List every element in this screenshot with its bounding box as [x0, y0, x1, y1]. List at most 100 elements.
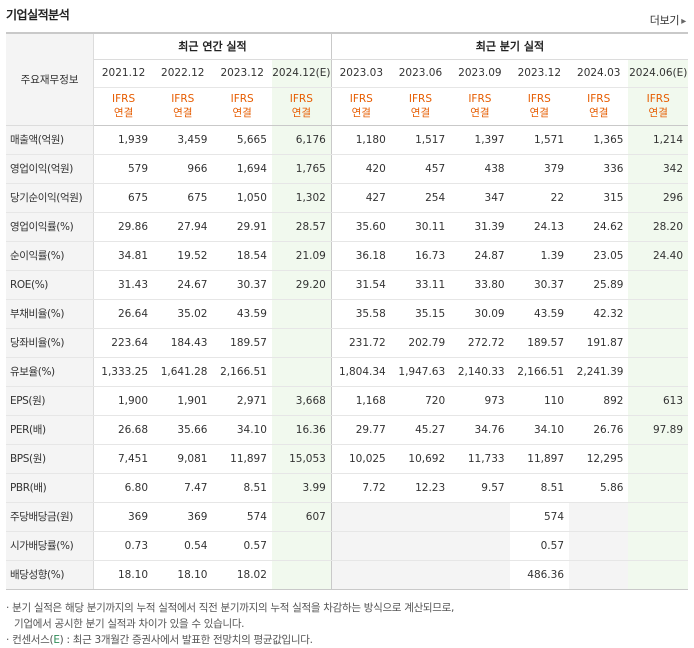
period-header-row: 2021.12 2022.12 2023.12 2024.12(E) 2023.03 20…: [6, 59, 688, 88]
cell-quarter-4: 24.62: [569, 211, 629, 242]
chevron-right-icon: ▸: [681, 16, 686, 27]
cell-quarter-1: [390, 531, 451, 561]
period-header-quarter-0: 2023.03: [330, 59, 391, 88]
cell-annual-2: 574: [212, 501, 272, 532]
cell-quarter-2: 1,397: [450, 125, 510, 155]
row-label: 시가배당률(%): [6, 531, 95, 561]
cell-quarter-3: 24.13: [509, 211, 570, 242]
cell-quarter-0: 35.60: [330, 211, 391, 242]
table-row: 부채비율(%) 26.64 35.02 43.59 35.58 35.15 30.09 43.…: [6, 299, 688, 329]
cell-annual-1: 7.47: [153, 473, 213, 503]
cell-quarter-2: 438: [450, 154, 510, 184]
table-row: 영업이익률(%) 29.86 27.94 29.91 28.57 35.60 30.11 31…: [6, 211, 688, 242]
table-row: 순이익률(%) 34.81 19.52 18.54 21.09 36.18 16.73 24.…: [6, 241, 688, 271]
cell-quarter-4: 191.87: [569, 328, 629, 358]
period-header-quarter-1: 2023.06: [390, 59, 451, 88]
standard-ifrs: IFRS: [527, 93, 551, 105]
cell-quarter-3: 11,897: [509, 444, 570, 474]
standard-header-quarter-3: IFRS 연결: [509, 87, 570, 126]
cell-annual-3: 1,765: [271, 154, 332, 184]
cell-annual-0: 369: [93, 501, 154, 532]
cell-quarter-1: 202.79: [390, 328, 451, 358]
cell-annual-3: [271, 357, 332, 387]
cell-annual-2: 1,694: [212, 154, 272, 184]
row-label: 영업이익(억원): [6, 154, 95, 184]
cell-quarter-0: [330, 501, 391, 532]
cell-annual-3: 15,053: [271, 444, 332, 474]
cell-quarter-0: 35.58: [330, 299, 391, 329]
cell-annual-2: 11,897: [212, 444, 272, 474]
cell-quarter-5: 97.89: [628, 415, 688, 445]
period-header-annual-2: 2023.12: [212, 59, 272, 88]
cell-annual-1: 966: [153, 154, 213, 184]
cell-quarter-3: 189.57: [509, 328, 570, 358]
standard-ifrs: IFRS: [468, 93, 492, 105]
standard-ifrs: IFRS: [289, 93, 313, 105]
cell-quarter-1: 30.11: [390, 211, 451, 242]
cell-quarter-2: 33.80: [450, 270, 510, 300]
cell-annual-3: 16.36: [271, 415, 332, 445]
cell-quarter-2: 272.72: [450, 328, 510, 358]
cell-quarter-1: 12.23: [390, 473, 451, 503]
cell-annual-0: 29.86: [93, 211, 154, 242]
row-label: 영업이익률(%): [6, 211, 95, 242]
standard-ifrs: IFRS: [408, 93, 433, 105]
cell-annual-3: [271, 328, 332, 358]
cell-quarter-1: 457: [390, 154, 451, 184]
table-row: 배당성향(%) 18.10 18.10 18.02 486.36: [6, 560, 688, 590]
cell-annual-2: 8.51: [212, 473, 272, 503]
quarter-group-header: 최근 분기 실적: [330, 32, 688, 60]
standard-consolidated: 연결: [113, 107, 134, 119]
cell-quarter-1: 254: [390, 183, 451, 213]
standard-ifrs: IFRS: [646, 93, 670, 105]
cell-quarter-2: [450, 560, 510, 590]
cell-annual-1: 3,459: [153, 125, 213, 155]
cell-annual-2: 2,166.51: [212, 357, 272, 387]
standard-consolidated: 연결: [529, 107, 549, 119]
cell-quarter-0: 10,025: [330, 444, 391, 474]
table-row: 시가배당률(%) 0.73 0.54 0.57 0.57: [6, 531, 688, 561]
standard-consolidated: 연결: [173, 107, 193, 119]
cell-quarter-4: 23.05: [569, 241, 629, 271]
cell-annual-1: 369: [153, 501, 213, 532]
table-row: EPS(원) 1,900 1,901 2,971 3,668 1,168 720 973 110…: [6, 385, 688, 416]
cell-annual-1: 35.66: [153, 415, 213, 445]
cell-quarter-3: 486.36: [509, 560, 570, 590]
cell-quarter-2: 973: [450, 385, 510, 416]
row-label: ROE(%): [6, 270, 95, 300]
more-label: 더보기: [649, 14, 680, 27]
cell-annual-1: 0.54: [153, 531, 213, 561]
cell-annual-2: 5,665: [212, 125, 272, 155]
table-row: 매출액(억원) 1,939 3,459 5,665 6,176 1,180 1,517 1,3…: [6, 125, 688, 155]
cell-annual-2: 34.10: [212, 415, 272, 445]
cell-quarter-4: [569, 560, 629, 590]
row-label: EPS(원): [6, 385, 95, 416]
standard-ifrs: IFRS: [349, 93, 373, 105]
cell-quarter-0: 1,180: [330, 125, 391, 155]
cell-annual-1: 675: [153, 183, 213, 213]
cell-annual-2: 189.57: [212, 328, 272, 358]
cell-annual-0: 1,900: [93, 385, 154, 416]
cell-quarter-1: [390, 501, 451, 532]
period-header-quarter-2: 2023.09: [450, 59, 510, 88]
cell-annual-1: 24.67: [153, 270, 213, 300]
cell-annual-3: 3,668: [271, 385, 332, 416]
cell-quarter-3: 43.59: [509, 299, 570, 329]
cell-quarter-0: 29.77: [330, 415, 391, 445]
cell-quarter-1: 720: [390, 385, 451, 416]
more-link[interactable]: 더보기 ▸: [650, 12, 686, 28]
table-row: PBR(배) 6.80 7.47 8.51 3.99 7.72 12.23 9.57 8.51 5…: [6, 473, 688, 503]
cell-annual-1: 9,081: [153, 444, 213, 474]
cell-annual-1: 19.52: [153, 241, 213, 271]
standard-ifrs: IFRS: [112, 93, 136, 105]
footnote-2: · 컨센서스(E) : 최근 3개월간 증권사에서 발표한 전망치의 평균값입니…: [6, 634, 313, 646]
cell-quarter-4: 26.76: [569, 415, 629, 445]
cell-quarter-2: 30.09: [450, 299, 510, 329]
cell-annual-0: 7,451: [93, 444, 154, 474]
cell-quarter-4: 336: [569, 154, 629, 184]
footnote-1: · 분기 실적은 해당 분기까지의 누적 실적에서 직전 분기까지의 누적 실적…: [6, 602, 455, 614]
table-body: 매출액(억원) 1,939 3,459 5,665 6,176 1,180 1,517 1,3…: [6, 125, 688, 590]
cell-annual-0: 675: [93, 183, 154, 213]
cell-annual-1: 27.94: [153, 211, 213, 242]
row-label: PBR(배): [6, 473, 95, 503]
